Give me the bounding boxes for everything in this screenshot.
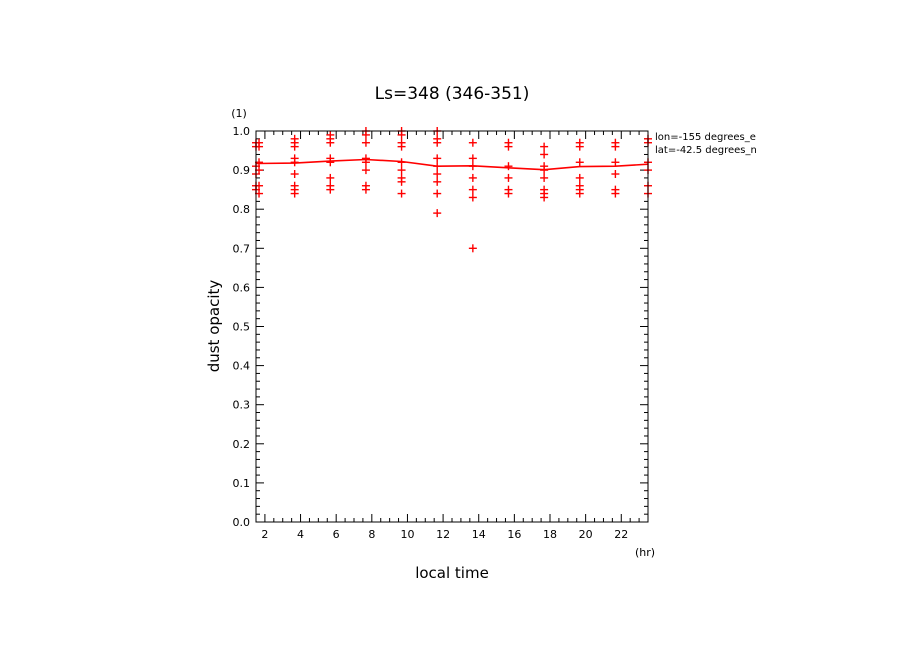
y-tick-label: 0.7 (233, 242, 251, 255)
data-point (326, 138, 335, 147)
data-point (326, 158, 335, 167)
data-point (433, 162, 442, 171)
y-tick-label: 0.6 (233, 281, 251, 294)
data-point (361, 138, 370, 147)
data-point (504, 189, 513, 198)
data-point (540, 166, 549, 175)
x-tick-label: 22 (614, 528, 628, 541)
data-point (468, 244, 477, 253)
data-point (575, 158, 584, 167)
x-tick-label: 4 (297, 528, 304, 541)
data-point (611, 142, 620, 151)
data-point (468, 185, 477, 194)
x-tick-label: 18 (543, 528, 557, 541)
data-point (290, 189, 299, 198)
x-tick-label: 10 (400, 528, 414, 541)
y-tick-label: 0.0 (233, 516, 251, 529)
data-point (397, 166, 406, 175)
data-point (611, 170, 620, 179)
data-point (575, 142, 584, 151)
data-point (433, 154, 442, 163)
x-tick-label: 2 (261, 528, 268, 541)
y-tick-label: 0.5 (233, 321, 251, 334)
data-point (326, 185, 335, 194)
data-point (611, 158, 620, 167)
chart-title: Ls=348 (346-351) (375, 84, 530, 104)
data-point (504, 162, 513, 171)
data-point (326, 173, 335, 182)
mean-line (255, 158, 649, 171)
data-point (290, 158, 299, 167)
data-point (361, 158, 370, 167)
lat-annotation: lat=-42.5 degrees_n (655, 145, 757, 156)
data-point (611, 189, 620, 198)
data-point (433, 138, 442, 147)
x-tick-label: 6 (333, 528, 340, 541)
x-tick-label: 20 (579, 528, 593, 541)
data-point (433, 189, 442, 198)
data-point (433, 170, 442, 179)
x-axis-label: local time (415, 564, 489, 582)
data-point (540, 193, 549, 202)
data-point (290, 170, 299, 179)
axis-ticks (256, 130, 648, 523)
data-point (433, 177, 442, 186)
y-tick-label: 0.4 (233, 360, 251, 373)
data-point (504, 173, 513, 182)
data-point (361, 166, 370, 175)
y-tick-label: 0.8 (233, 203, 251, 216)
x-unit-label: (hr) (635, 546, 655, 559)
data-point (397, 158, 406, 167)
x-tick-label: 12 (436, 528, 450, 541)
data-point (361, 185, 370, 194)
data-point (468, 173, 477, 182)
data-point (433, 209, 442, 218)
data-point (468, 138, 477, 147)
y-axis-label: dust opacity (205, 280, 223, 373)
data-point (540, 173, 549, 182)
data-point (540, 150, 549, 159)
y-tick-label: 1.0 (233, 125, 251, 138)
data-point (468, 193, 477, 202)
y-unit-label: (1) (231, 107, 247, 120)
data-point (397, 189, 406, 198)
data-point (468, 162, 477, 171)
lon-annotation: lon=-155 degrees_e (655, 132, 756, 143)
x-tick-label: 16 (507, 528, 521, 541)
data-point (504, 142, 513, 151)
x-tick-label: 14 (472, 528, 486, 541)
y-tick-label: 0.1 (233, 477, 251, 490)
data-point (361, 130, 370, 139)
plot-frame (255, 130, 649, 523)
y-tick-label: 0.9 (233, 164, 251, 177)
tick-labels: 0.0 0.1 0.2 0.3 0.4 0.5 0.6 0.7 0.8 0.9 1.0 2 4 6 8 10 1… (233, 125, 629, 541)
data-point (397, 142, 406, 151)
x-tick-label: 8 (368, 528, 375, 541)
data-point (468, 154, 477, 163)
data-marks (252, 127, 652, 253)
data-point (540, 142, 549, 151)
data-point (575, 173, 584, 182)
y-tick-label: 0.2 (233, 438, 251, 451)
data-point (290, 142, 299, 151)
y-tick-label: 0.3 (233, 399, 251, 412)
data-point (397, 177, 406, 186)
data-point (397, 130, 406, 139)
data-point (575, 189, 584, 198)
